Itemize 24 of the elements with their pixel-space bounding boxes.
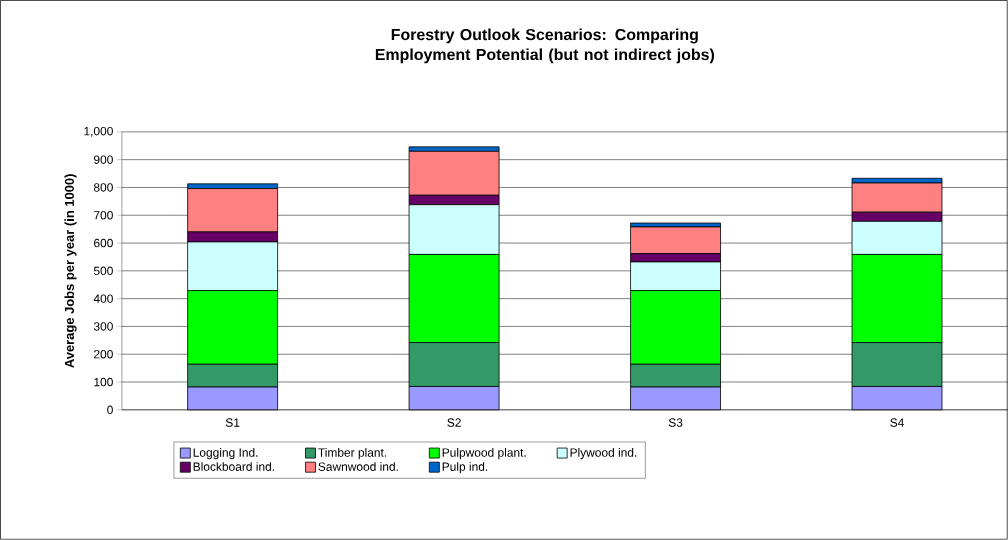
legend-label: Blockboard ind. — [193, 462, 274, 472]
y-tick-label: 200 — [94, 350, 113, 359]
legend-label: Logging Ind. — [193, 448, 258, 460]
chart-title: Forestry Outlook Scenarios: Comparing Employment Potential (but not indirect jobs) — [375, 28, 715, 64]
x-tick-label: S3 — [668, 418, 683, 427]
legend-label: Plywood ind. — [570, 448, 637, 460]
y-tick-label: 600 — [94, 238, 113, 248]
y-tick-label: 800 — [93, 183, 113, 192]
x-tick-label: S1 — [225, 418, 240, 427]
legend-label: Sawnwood ind. — [318, 462, 398, 472]
y-tick-label: 500 — [93, 266, 113, 276]
y-tick-label: 300 — [93, 322, 113, 331]
y-tick-label: 0 — [107, 405, 113, 415]
y-tick-label: 700 — [94, 211, 113, 220]
y-tick-label: 900 — [93, 155, 113, 165]
y-tick-label: 100 — [94, 377, 113, 387]
y-tick-label: 1,000 — [84, 127, 113, 137]
legend-label: Pulp ind. — [442, 462, 488, 474]
y-tick-label: 400 — [93, 294, 113, 303]
legend-label: Timber plant. — [318, 448, 387, 460]
x-tick-label: S2 — [447, 418, 461, 427]
y-axis-title: Average Jobs per year (in 1000) — [64, 174, 77, 368]
legend-label: Pulpwood plant. — [442, 448, 526, 460]
x-tick-label: S4 — [890, 418, 904, 427]
